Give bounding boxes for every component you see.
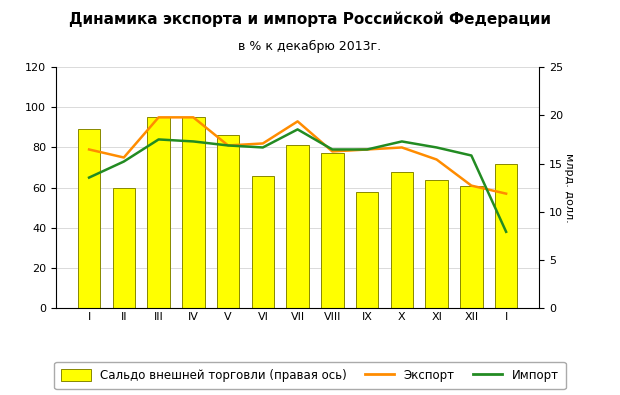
Bar xyxy=(356,192,378,308)
Bar xyxy=(113,188,135,308)
Bar xyxy=(460,186,482,308)
Text: в % к декабрю 2013г.: в % к декабрю 2013г. xyxy=(239,40,381,53)
Bar xyxy=(495,164,518,308)
Bar xyxy=(321,154,343,308)
Bar xyxy=(78,130,100,308)
Bar xyxy=(425,180,448,308)
Legend: Сальдо внешней торговли (правая ось), Экспорт, Импорт: Сальдо внешней торговли (правая ось), Эк… xyxy=(55,362,565,389)
Bar xyxy=(286,145,309,308)
Bar xyxy=(148,117,170,308)
Text: Динамика экспорта и импорта Российской Федерации: Динамика экспорта и импорта Российской Ф… xyxy=(69,12,551,27)
Bar xyxy=(252,176,274,308)
Bar xyxy=(217,135,239,308)
Bar xyxy=(391,171,413,308)
Bar xyxy=(182,117,205,308)
Y-axis label: млрд. долл.: млрд. долл. xyxy=(564,153,574,222)
